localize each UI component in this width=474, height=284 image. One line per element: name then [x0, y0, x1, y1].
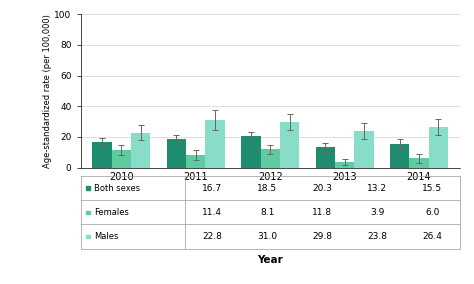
Text: 29.8: 29.8 — [312, 232, 332, 241]
Y-axis label: Age-standardized rate (per 100,000): Age-standardized rate (per 100,000) — [43, 14, 52, 168]
Text: 20.3: 20.3 — [312, 184, 332, 193]
Bar — [354, 131, 374, 168]
Text: 23.8: 23.8 — [367, 232, 387, 241]
Bar — [316, 147, 335, 168]
Text: 26.4: 26.4 — [422, 232, 442, 241]
Text: 16.7: 16.7 — [202, 184, 222, 193]
Text: Year: Year — [257, 255, 283, 265]
Bar — [241, 136, 261, 168]
Text: 22.8: 22.8 — [202, 232, 222, 241]
Bar — [409, 158, 428, 168]
Text: Both sexes: Both sexes — [94, 184, 140, 193]
Bar — [206, 120, 225, 168]
Bar — [167, 139, 186, 168]
Bar — [92, 142, 112, 168]
Text: 31.0: 31.0 — [257, 232, 277, 241]
Text: 3.9: 3.9 — [370, 208, 384, 217]
Bar — [390, 144, 409, 168]
Text: 11.4: 11.4 — [202, 208, 222, 217]
Text: 13.2: 13.2 — [367, 184, 387, 193]
Text: Females: Females — [94, 208, 129, 217]
Bar — [186, 155, 206, 168]
Bar — [428, 127, 448, 168]
Bar — [335, 162, 354, 168]
Text: 18.5: 18.5 — [257, 184, 277, 193]
Bar — [261, 149, 280, 168]
Bar — [112, 150, 131, 168]
Bar — [280, 122, 299, 168]
Text: 11.8: 11.8 — [312, 208, 332, 217]
Bar — [131, 133, 150, 168]
Text: 8.1: 8.1 — [260, 208, 274, 217]
Text: 6.0: 6.0 — [425, 208, 439, 217]
Text: 15.5: 15.5 — [422, 184, 442, 193]
Text: Males: Males — [94, 232, 118, 241]
